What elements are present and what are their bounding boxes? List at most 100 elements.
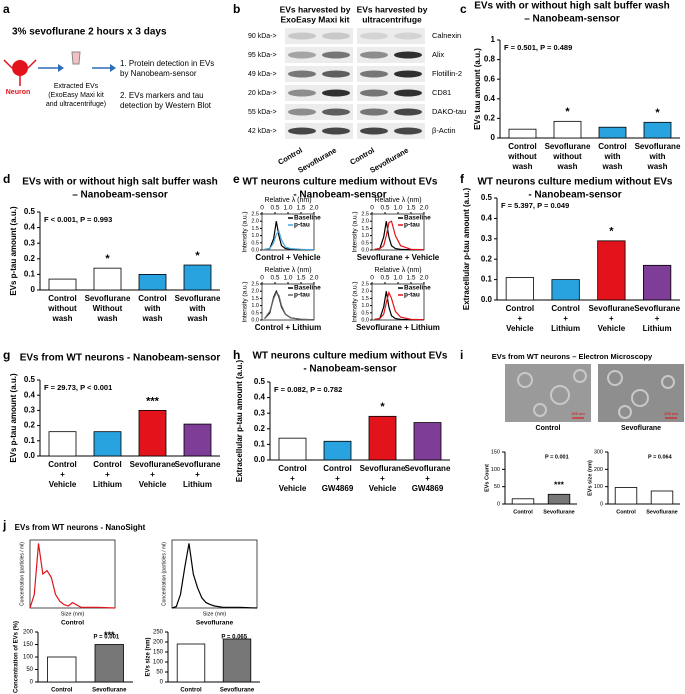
kda-marker: 55 kDa-> (248, 109, 277, 116)
blot-strip (285, 85, 353, 101)
x-axis-label: Relative λ (nm) (264, 197, 311, 204)
plot-caption: Control + Vehicle (255, 253, 321, 262)
x-tick-label: with (189, 304, 206, 313)
y-tick-label: 200 (23, 630, 34, 636)
x-tick-label: Control (138, 294, 166, 303)
blot-strip (357, 104, 425, 120)
y-axis-label: Concentration (particles / ml) (19, 542, 25, 606)
x-tick-label: Control (508, 142, 536, 151)
bar (551, 279, 580, 301)
tube-icon (71, 51, 81, 65)
y-tick-label: 100 (594, 484, 603, 490)
bar (176, 643, 206, 683)
y-tick-label: 0.0 (251, 247, 259, 253)
blot-strip (285, 28, 353, 44)
x-tick-label: + (60, 470, 65, 479)
significance: *** (146, 395, 160, 407)
plot-caption: Sevoflurane + Vehicle (357, 253, 440, 262)
panel-letter: g (3, 348, 10, 362)
x-tick-label: + (425, 474, 430, 483)
series-line (374, 290, 425, 321)
legend-label: p-tau (404, 292, 420, 299)
step-text: by Nanobeam-sensor (120, 69, 197, 78)
stat-text: F < 0.001, P = 0.993 (44, 215, 112, 224)
blot-band (360, 51, 388, 59)
significance: * (380, 401, 385, 413)
x-tick-label: without (47, 304, 77, 313)
y-tick-label: 100 (491, 467, 500, 473)
blot-band (322, 89, 350, 97)
bar (138, 273, 167, 291)
x-tick-label: without (507, 152, 537, 161)
stat-text: F = 5.397, P = 0.049 (501, 201, 569, 210)
series-line (29, 543, 116, 609)
scale-bar-label: 200 nm (571, 411, 585, 416)
significance: *** (104, 630, 115, 640)
bar (94, 644, 124, 683)
x-tick-label: + (609, 314, 614, 323)
blot-band (360, 127, 388, 135)
blot-band (360, 70, 388, 78)
significance: * (105, 253, 110, 265)
significance: * (609, 226, 614, 238)
x-tick-label: without (552, 152, 582, 161)
x-tick-label: wash (96, 314, 117, 323)
y-tick-label: 1.5 (361, 296, 369, 302)
x-tick-label: 0.5 (270, 205, 279, 212)
y-tick-label: 0.4 (484, 94, 496, 103)
y-tick-label: 1 (491, 35, 496, 44)
bar (138, 409, 167, 457)
x-tick-label: GW4869 (322, 484, 354, 493)
x-tick-label: 0 (370, 205, 374, 212)
bar (598, 126, 627, 139)
kda-marker: 95 kDa-> (248, 52, 277, 59)
x-tick-label: 1.5 (296, 205, 305, 212)
legend-label: p-tau (294, 222, 310, 229)
x-axis-label: Relative λ (nm) (374, 197, 421, 204)
y-tick-label: 0.1 (24, 270, 36, 279)
chart-title: EVs from WT neurons - Nanobeam-sensor (20, 353, 221, 364)
x-tick-label: Control (616, 509, 636, 515)
panel-title: EVs from WT neurons - NanoSight (15, 523, 146, 532)
x-tick-label: 0.5 (380, 205, 389, 212)
blot-strip (357, 28, 425, 44)
bar (597, 240, 626, 301)
vesicles (517, 369, 675, 419)
y-tick-label: 2.0 (251, 219, 259, 225)
x-axis-label: Relative λ (nm) (374, 267, 421, 274)
scale-bar-label: 200 nm (664, 411, 678, 416)
x-tick-label: Control (598, 142, 626, 151)
step-text: 1. Protein detection in EVs (120, 59, 214, 68)
bar (93, 431, 122, 457)
y-tick-label: 0.2 (24, 254, 36, 263)
y-tick-label: 2.5 (251, 281, 259, 287)
y-tick-label: 0.2 (24, 421, 36, 430)
bar (183, 423, 212, 457)
y-tick-label: 0.6 (484, 74, 496, 83)
kda-marker: 42 kDa-> (248, 128, 277, 135)
y-tick-label: 1.5 (251, 226, 259, 232)
y-tick-label: 0.2 (254, 424, 266, 433)
x-tick-label: Control (551, 304, 579, 313)
x-tick-label: 1.5 (406, 205, 415, 212)
panel-title: - Nanobeam-sensor (293, 190, 386, 201)
y-tick-label: 250 (153, 630, 164, 636)
x-tick-label: wash (556, 162, 577, 171)
x-tick-label: Lithium (183, 480, 212, 489)
protocol-title: 3% sevoflurane 2 hours x 3 days (12, 27, 167, 38)
y-axis-label: Extracellular p-tau amount (a.u.) (235, 360, 244, 483)
y-tick-label: 50 (26, 667, 33, 673)
blot-strip (285, 104, 353, 120)
plot-caption: Sevoflurane + Lithium (356, 323, 440, 332)
extracted-label: Extracted EVs (54, 83, 99, 90)
y-tick-label: 0.3 (481, 234, 493, 243)
x-tick-label: Sevoflurane (220, 688, 255, 694)
blot-band (322, 70, 350, 78)
blot-band (288, 70, 316, 78)
y-tick-label: 1.0 (251, 303, 259, 309)
y-axis-label: EVs size (nm) (146, 637, 152, 676)
plot-frame (171, 539, 258, 609)
bar (47, 656, 77, 683)
chart-title: EVs with or without high salt buffer was… (474, 1, 670, 12)
x-tick-label: Control (323, 464, 351, 473)
